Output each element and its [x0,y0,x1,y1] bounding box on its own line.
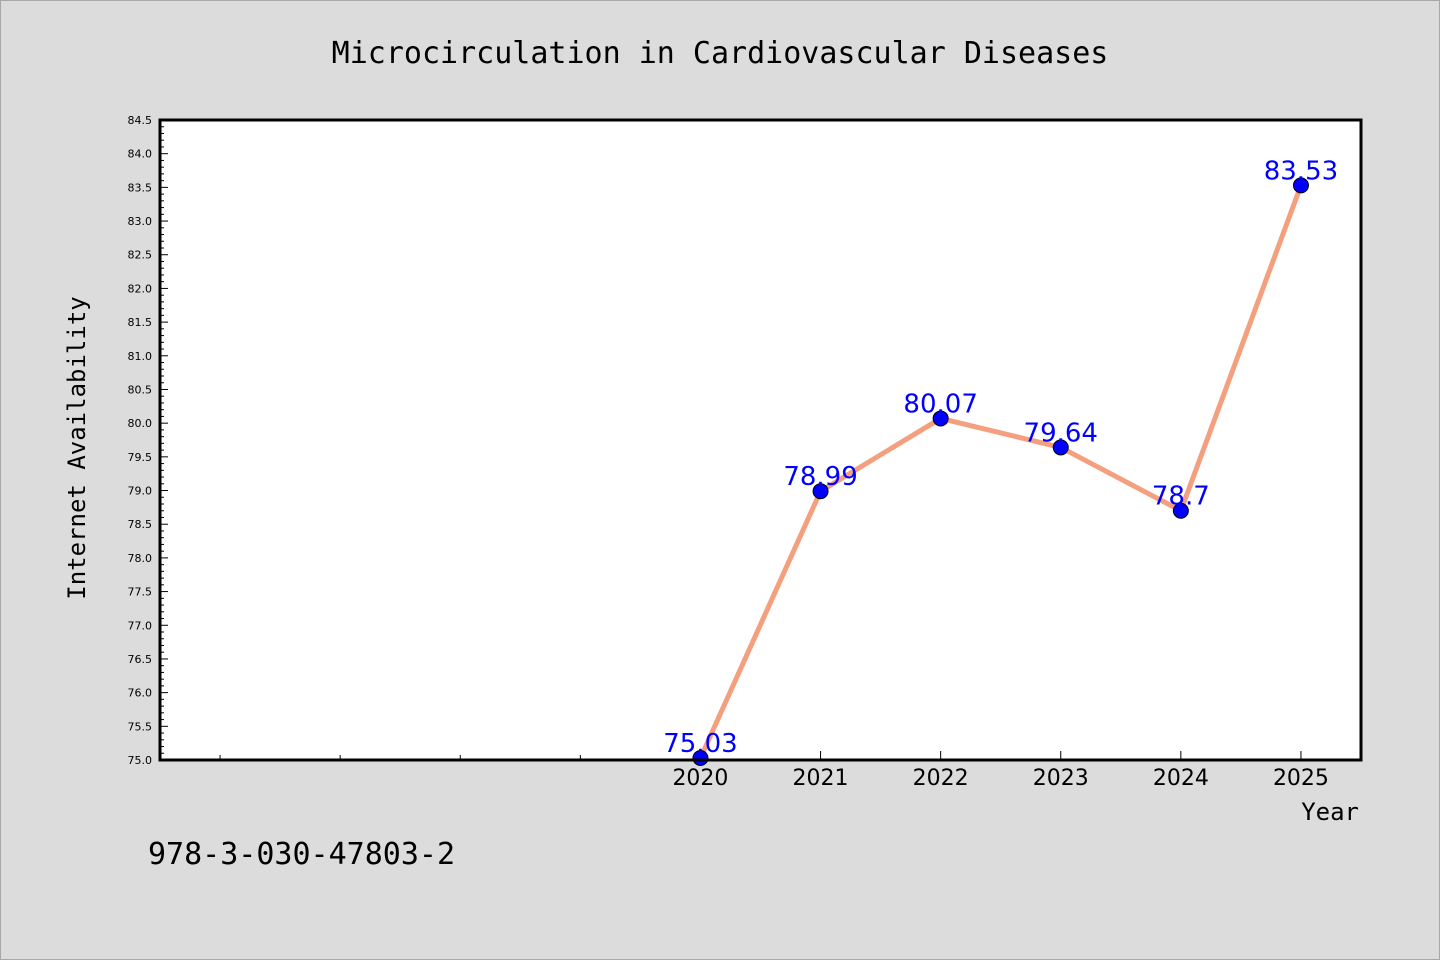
series-markers [692,177,1309,766]
y-tick-label: 75.5 [128,720,153,733]
y-tick-label: 81.0 [128,350,153,363]
x-tick-label: 2024 [1153,766,1209,791]
x-tick-label: 2022 [913,766,969,791]
data-label: 80.07 [903,389,977,419]
y-axis-label: Internet Availability [63,296,91,599]
data-point [812,483,829,500]
y-tick-label: 77.5 [128,586,153,599]
series-line [697,182,1304,761]
x-tick-label: 2025 [1273,766,1329,791]
y-tick-label: 82.0 [128,282,153,295]
data-point [1292,177,1309,194]
y-tick-label: 76.5 [128,653,153,666]
y-tick-label: 79.5 [128,451,153,464]
isbn-text: 978-3-030-47803-2 [148,837,455,872]
y-tick-label: 83.5 [128,181,153,194]
data-point [932,410,949,427]
y-tick-label: 79.0 [128,485,153,498]
y-tick-label: 75.0 [128,754,153,767]
data-label: 78.7 [1152,482,1210,512]
x-tick-label: 2023 [1033,766,1089,791]
y-tick-label: 78.5 [128,518,153,531]
data-point [1172,502,1189,519]
plot-border [158,118,1363,762]
data-label: 79.64 [1024,418,1098,448]
data-label: 83.53 [1264,156,1338,186]
y-tick-label: 84.0 [128,148,153,161]
y-tick-label: 80.0 [128,417,153,430]
data-point [692,749,709,766]
data-point [1052,439,1069,456]
chart-title: Microcirculation in Cardiovascular Disea… [332,36,1109,71]
plot-area [160,120,1361,760]
x-tick-label: 2020 [672,766,728,791]
x-tick-label: 2021 [793,766,849,791]
y-tick-label: 78.0 [128,552,153,565]
y-tick-label: 81.5 [128,316,153,329]
series-lines [697,182,1304,761]
x-axis-label: Year [1301,798,1359,826]
y-tick-label: 80.5 [128,383,153,396]
y-tick-label: 76.0 [128,687,153,700]
y-tick-label: 82.5 [128,249,153,262]
y-axis-ticks: 75.0 75.5 76.0 76.5 77.0 77.5 78.0 78.5 79.0 79.5… [128,114,168,767]
series-labels: 75.03 78.99 80.07 79.64 78.7 83.53 [663,156,1338,759]
y-tick-label: 83.0 [128,215,153,228]
data-label: 78.99 [783,462,857,492]
data-label: 75.03 [663,729,737,759]
y-tick-label: 77.0 [128,619,153,632]
y-tick-label: 84.5 [128,114,153,127]
